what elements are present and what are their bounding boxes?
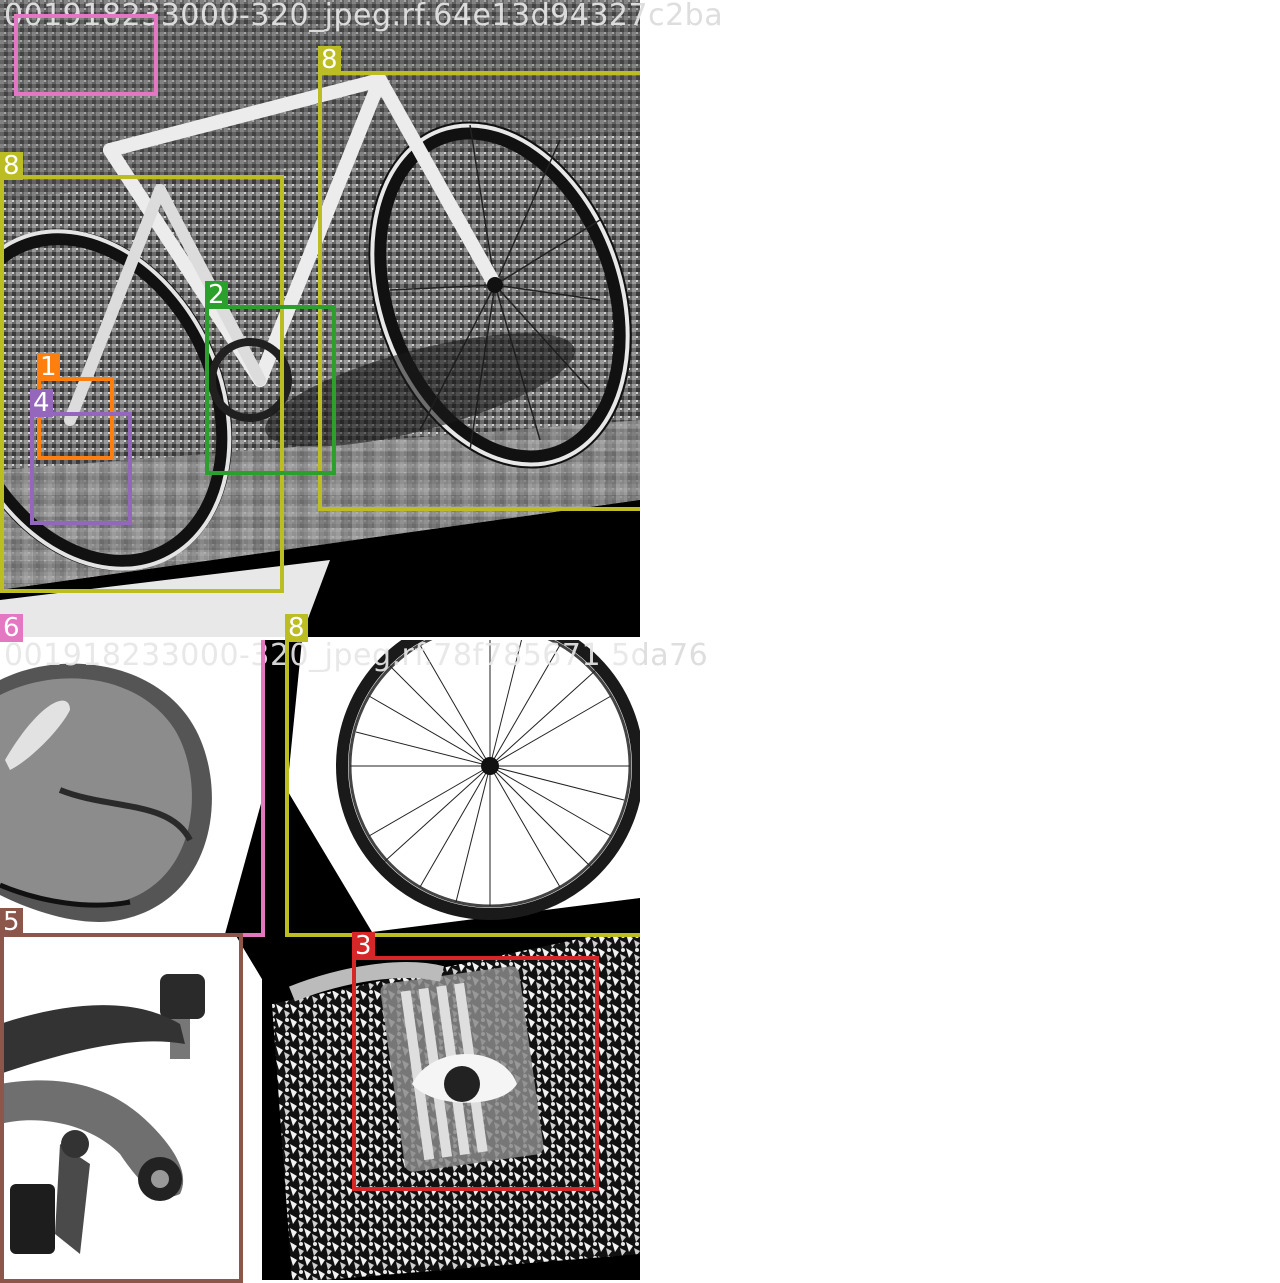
- label-class-6-top-corner: 6: [0, 614, 23, 642]
- label-class-2-crank: 2: [205, 281, 228, 309]
- wheel-photo: [262, 640, 640, 934]
- bbox-class-8-wheel: [285, 640, 645, 937]
- bottom-filename-overflow: 001918233000-320_jpeg.rf.78f785671 5da76: [611, 638, 709, 673]
- gear-photo: [272, 934, 640, 1280]
- tile-divider: [0, 637, 640, 640]
- wheel-tile: [262, 640, 640, 934]
- bbox-class-4-cassette: [30, 412, 132, 525]
- label-class-1-derailleur: 1: [37, 353, 60, 381]
- label-class-8-left-bike: 8: [0, 152, 23, 180]
- saddle-tile: [0, 640, 262, 934]
- bbox-class-5-brake: [0, 933, 243, 1283]
- bbox-class-2-crank: [205, 305, 336, 475]
- bbox-class-6-saddle: [0, 640, 265, 937]
- label-class-4-cassette: 4: [30, 389, 53, 417]
- label-class-8-right-bike: 8: [318, 46, 341, 74]
- saddle-photo: [0, 640, 262, 934]
- bbox-class-6-top-corner: [14, 14, 158, 96]
- label-class-3-gear: 3: [352, 932, 375, 960]
- top-filename-overflow: 001918233000-320_jpeg.rf.64e13d94327c2ba: [640, 0, 723, 33]
- bbox-class-1-derailleur: [37, 377, 114, 460]
- label-class-5-brake: 5: [0, 908, 23, 936]
- gear-tile: [262, 934, 640, 1280]
- bbox-class-8-left-bike: [0, 175, 284, 593]
- label-class-8-wheel: 8: [285, 614, 308, 642]
- bbox-class-8-right-bike: [318, 71, 644, 511]
- bottom-filename-label: 001918233000-320_jpeg.rf.78f785671 5da76: [4, 638, 709, 673]
- brake-tile: [0, 934, 262, 1280]
- blank-right-area: [640, 0, 1280, 1280]
- bbox-class-3-gear: [352, 956, 599, 1191]
